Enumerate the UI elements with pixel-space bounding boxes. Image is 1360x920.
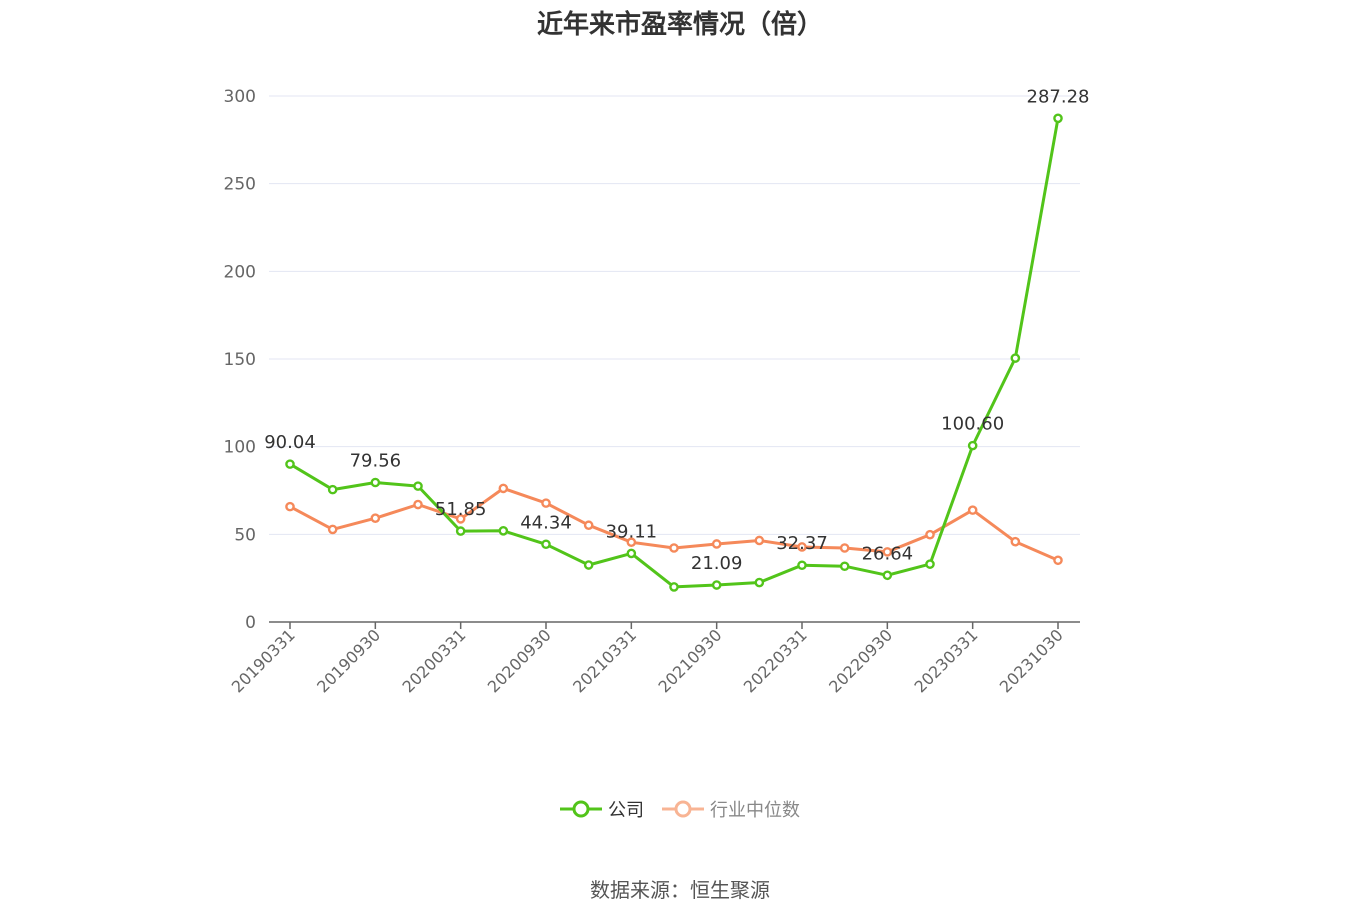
data-point-industry-median: [626, 537, 637, 548]
data-point-company: [455, 526, 466, 536]
data-point-industry-median: [967, 505, 978, 515]
data-label: 287.28: [1027, 86, 1090, 107]
data-point-company: [498, 526, 509, 536]
data-point-company: [285, 459, 295, 469]
x-tick-label: 20190331: [228, 625, 299, 696]
data-point-industry-median: [1053, 555, 1063, 566]
data-point-industry-median: [711, 539, 722, 549]
axis-layer: 0 50 100 150 200 250 300 20190331 20190930 202003…: [224, 87, 1080, 696]
data-point-company: [1010, 353, 1021, 363]
legend-label-company: 公司: [608, 800, 644, 821]
data-point-company: [541, 539, 551, 550]
legend: 公司 行业中位数: [0, 796, 1360, 822]
x-tick-label: 20210930: [654, 625, 725, 696]
data-point-industry-median: [413, 499, 423, 510]
data-point-industry-median: [327, 524, 338, 535]
x-tick-label: 20220331: [740, 625, 811, 696]
x-tick-label: 20190930: [313, 625, 384, 696]
data-label: 44.34: [520, 512, 572, 533]
legend-line-marker-icon: [560, 800, 602, 818]
legend-label-industry-median: 行业中位数: [710, 800, 800, 821]
y-tick-label: 100: [224, 438, 256, 458]
data-label: 90.04: [264, 432, 316, 453]
data-point-industry-median: [669, 543, 679, 553]
y-tick-label: 150: [224, 350, 256, 370]
legend-item-industry-median[interactable]: 行业中位数: [662, 796, 800, 822]
data-label: 26.64: [862, 543, 914, 564]
data-point-company: [925, 559, 935, 569]
data-point-company: [583, 560, 594, 570]
data-point-industry-median: [754, 535, 765, 546]
data-point-company: [754, 577, 765, 588]
y-tick-label: 250: [224, 175, 256, 195]
data-point-industry-median: [370, 513, 381, 524]
data-point-industry-median: [797, 542, 807, 552]
series-layer: [285, 113, 1063, 592]
data-point-company: [797, 560, 807, 571]
data-point-company: [839, 561, 850, 572]
data-point-company: [370, 477, 381, 488]
grid-layer: [269, 95, 1080, 535]
series-line-company: [289, 118, 1060, 589]
data-point-industry-median: [498, 483, 509, 494]
source-note: 数据来源：恒生聚源: [590, 878, 770, 902]
x-tick-label: 20220930: [825, 625, 896, 696]
data-label: 32.37: [776, 533, 828, 554]
x-tick-label: 20200930: [484, 625, 555, 696]
data-label-layer: 90.04 79.56 51.85 44.34 39.11 21.09 32.37 26.64…: [264, 86, 1089, 574]
x-tick-label: 20230331: [910, 625, 981, 696]
y-tick-label: 50: [234, 525, 256, 545]
legend-item-company[interactable]: 公司: [560, 796, 644, 822]
x-tick-label: 20200331: [398, 625, 469, 696]
data-point-company: [967, 440, 978, 451]
data-point-industry-median: [455, 514, 466, 524]
data-point-industry-median: [882, 547, 893, 557]
data-label: 39.11: [606, 521, 658, 542]
y-tick-label: 300: [224, 87, 256, 107]
data-point-company: [626, 548, 637, 559]
y-tick-label: 200: [224, 262, 256, 282]
data-point-industry-median: [925, 529, 935, 540]
data-label: 51.85: [435, 499, 487, 520]
x-tick-label: 20210331: [569, 625, 640, 696]
legend-line-marker-icon: [662, 800, 704, 818]
data-point-industry-median: [285, 501, 295, 512]
data-point-industry-median: [541, 498, 551, 508]
data-point-industry-median: [1010, 536, 1021, 547]
data-point-company: [669, 582, 679, 592]
data-label: 21.09: [691, 553, 743, 574]
data-point-company: [1053, 113, 1063, 124]
data-label: 79.56: [350, 451, 402, 472]
data-point-industry-median: [839, 543, 850, 553]
x-tick-label: 20231030: [996, 625, 1067, 696]
data-point-company: [882, 570, 893, 581]
data-point-company: [327, 484, 338, 495]
data-label: 100.60: [941, 414, 1004, 435]
data-point-company: [413, 481, 423, 491]
data-point-industry-median: [583, 520, 594, 531]
data-point-company: [711, 580, 722, 590]
chart-title: 近年来市盈率情况（倍）: [536, 10, 823, 40]
y-tick-label: 0: [245, 613, 256, 633]
